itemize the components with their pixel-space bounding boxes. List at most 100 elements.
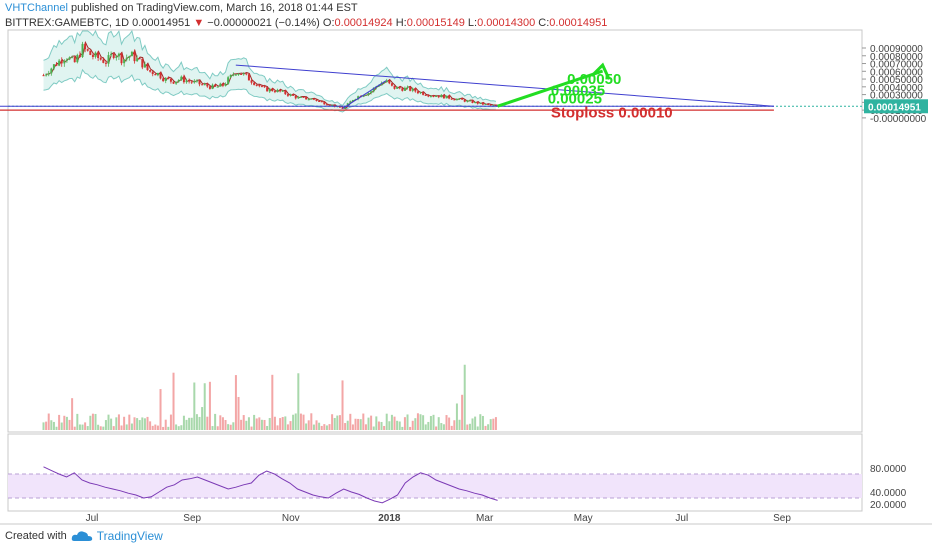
volume-bar <box>370 415 373 430</box>
volume-bar <box>333 417 336 430</box>
price-pane-frame <box>7 29 863 433</box>
open-label: O: <box>322 17 335 29</box>
volume-bar <box>185 419 188 430</box>
volume-bar <box>250 426 253 430</box>
volume-bar <box>450 425 453 430</box>
volume-bar <box>141 417 144 430</box>
candle-body <box>245 73 248 75</box>
volume-bar <box>479 414 482 430</box>
volume-bar <box>263 419 266 430</box>
volume-bar <box>71 398 74 430</box>
volume-bar <box>398 421 401 430</box>
volume-bar <box>351 424 354 430</box>
candle-body <box>349 101 352 104</box>
candle-body <box>435 96 438 98</box>
symbol-label: BITTREX:GAMEBTC, 1D <box>5 17 130 29</box>
candle-body <box>123 59 126 64</box>
volume-bar <box>297 373 300 430</box>
bollinger-lower <box>43 68 496 113</box>
annotation-label: 0.00025 <box>548 90 602 107</box>
rsi-pane-frame <box>7 433 863 512</box>
candle-body <box>440 94 443 98</box>
rsi-tick-label: 80.0000 <box>870 464 907 475</box>
time-tick-label: Jul <box>86 513 99 524</box>
volume-bar <box>107 414 110 430</box>
tradingview-brand[interactable]: TradingView <box>96 529 163 543</box>
volume-bar <box>484 425 487 430</box>
author-link[interactable]: VHTChannel <box>5 2 68 14</box>
candle-body <box>136 58 139 62</box>
volume-bar <box>159 389 162 430</box>
candle-body <box>458 98 461 100</box>
candle-body <box>73 57 76 63</box>
volume-bar <box>279 418 282 430</box>
volume-bar <box>193 382 196 430</box>
volume-bar <box>432 414 435 430</box>
axes: 0.000900000.000800000.000700000.00060000… <box>86 44 928 524</box>
candle-body <box>76 54 79 63</box>
candle-body <box>224 83 227 86</box>
volume-bar <box>120 425 123 430</box>
candle-body <box>416 91 419 94</box>
candle-body <box>94 52 97 57</box>
created-with-text: Created with <box>5 530 67 542</box>
volume-bar <box>156 425 159 430</box>
price-tick-label: 0.00060000 <box>870 67 923 78</box>
rising-leg-line <box>342 80 387 109</box>
volume-bar <box>448 417 451 430</box>
price-tick-label: -0.00000000 <box>870 114 927 125</box>
candle-body <box>401 88 404 91</box>
volume-bar <box>468 423 471 430</box>
candle-body <box>489 104 492 106</box>
price-tick-label: 0.00030000 <box>870 91 923 102</box>
volume-bar <box>383 425 386 430</box>
volume-bar <box>42 422 45 430</box>
volume-bar <box>138 420 141 430</box>
volume-bar <box>416 413 419 430</box>
candle-body <box>242 73 245 75</box>
volume-bar <box>463 364 466 430</box>
candle-body <box>240 73 243 75</box>
candle-body <box>86 49 89 51</box>
annotation-label: Stoploss 0.00010 <box>551 104 673 121</box>
footer: Created with TradingView <box>5 529 163 543</box>
candle-body <box>323 102 326 105</box>
volume-bar <box>216 426 219 430</box>
volume-bar <box>224 420 227 430</box>
volume-bar <box>154 424 157 430</box>
volume-bar <box>341 380 344 430</box>
volume-bar <box>429 416 432 430</box>
volume-bar <box>375 416 378 430</box>
candle-body <box>461 98 464 100</box>
volume-bar <box>414 418 417 430</box>
volume-bar <box>89 415 92 430</box>
volume-bar <box>325 425 328 430</box>
volume-bar <box>302 414 305 430</box>
volume-bar <box>253 414 256 430</box>
candle-body <box>195 80 198 82</box>
volume-bar <box>284 416 287 430</box>
volume-bar <box>182 415 185 430</box>
volume-bar <box>211 426 214 430</box>
volume-bar <box>268 418 271 430</box>
volume-bar <box>354 418 357 430</box>
volume-bar <box>232 422 235 430</box>
candle-body <box>84 43 87 50</box>
candle-body <box>110 53 113 56</box>
candle-body <box>357 96 360 100</box>
candle-body <box>325 104 328 106</box>
volume-bar <box>201 407 204 430</box>
candle-body <box>411 88 414 91</box>
candle-body <box>112 53 115 58</box>
candle-body <box>448 95 451 99</box>
price-tick-label: 0.00050000 <box>870 75 923 86</box>
volume-bar <box>312 424 315 430</box>
volume-bar <box>318 422 321 430</box>
candle-body <box>169 78 172 82</box>
volume-bar <box>130 423 133 430</box>
volume-bar <box>336 415 339 430</box>
candle-body <box>172 81 175 84</box>
volume-bar <box>81 424 84 430</box>
candle-body <box>250 80 253 83</box>
